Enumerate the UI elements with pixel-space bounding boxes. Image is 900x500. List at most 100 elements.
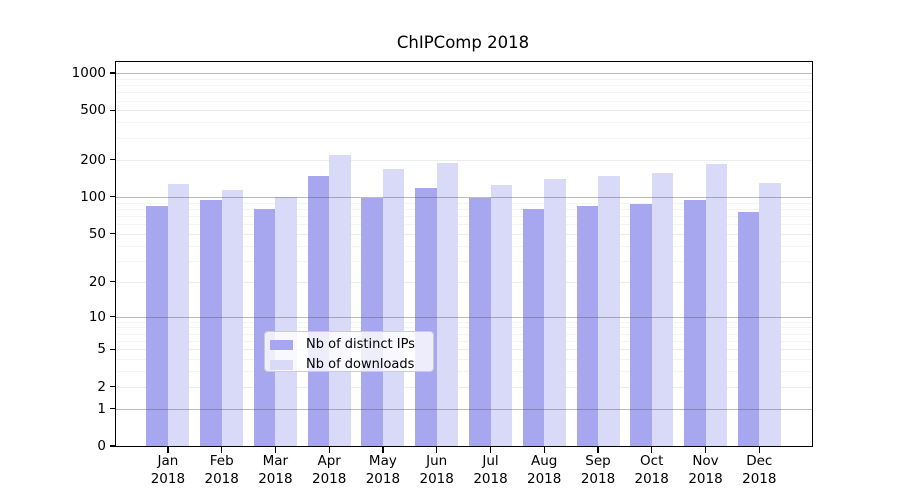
x-axis-tick: [436, 447, 438, 453]
gridline-minor: [116, 215, 812, 217]
gridline-decade: [116, 73, 812, 74]
gridline-minor: [116, 260, 812, 262]
gridline-minor: [116, 321, 812, 323]
legend-swatch-distinct-ips: [270, 339, 293, 350]
gridline: [116, 233, 812, 235]
chart-title: ChIPComp 2018: [396, 33, 530, 52]
gridline-minor: [116, 208, 812, 210]
y-axis-tick: [109, 445, 115, 447]
x-axis-tick-label: May 2018: [365, 453, 401, 487]
gridline-minor: [116, 202, 812, 204]
legend-swatch-downloads: [270, 359, 293, 370]
y-axis-tick-label: 1000: [71, 65, 106, 81]
x-axis-tick-label: Apr 2018: [312, 453, 347, 487]
y-axis-tick: [109, 159, 115, 161]
gridline-minor: [116, 100, 812, 102]
gridline-minor: [116, 245, 812, 247]
gridline-minor: [116, 341, 812, 342]
gridline-decade: [116, 408, 812, 410]
x-axis-tick-label: Dec 2018: [742, 453, 777, 487]
bar-nb-of-distinct-ips-sep: [576, 205, 598, 446]
gridline: [116, 281, 812, 283]
y-axis-tick-label: 2: [97, 378, 106, 395]
x-axis-tick-label: Aug 2018: [527, 453, 562, 487]
y-axis-tick-label: 5: [97, 341, 106, 358]
y-axis-tick: [109, 233, 115, 235]
bar-nb-of-distinct-ips-jul: [469, 197, 491, 446]
bar-nb-of-downloads-jun: [436, 162, 459, 446]
bar-nb-of-downloads-dec: [759, 182, 781, 446]
gridline-minor: [116, 333, 812, 335]
bar-nb-of-distinct-ips-dec: [737, 212, 760, 446]
gridline: [116, 110, 812, 112]
gridline-minor: [116, 122, 812, 124]
gridline: [116, 386, 812, 388]
x-axis-tick-label: Jan 2018: [150, 453, 186, 487]
x-axis-tick: [758, 447, 760, 453]
legend-label-downloads: Nb of downloads: [306, 357, 415, 372]
y-axis-tick: [109, 315, 115, 318]
gridline: [116, 349, 812, 351]
bar-nb-of-downloads-feb: [221, 189, 244, 446]
bar-nb-of-distinct-ips-nov: [684, 200, 706, 446]
y-axis-tick: [109, 407, 115, 410]
x-axis-tick: [597, 447, 599, 453]
x-axis-tick: [274, 447, 277, 453]
y-axis-tick-label: 50: [88, 225, 106, 242]
y-axis-tick: [109, 109, 115, 112]
bar-nb-of-distinct-ips-oct: [630, 204, 652, 446]
bar-nb-of-downloads-oct: [651, 172, 674, 446]
x-axis-tick: [543, 447, 545, 453]
gridline: [116, 159, 812, 161]
gridline-minor: [116, 78, 812, 80]
bar-nb-of-distinct-ips-aug: [522, 208, 545, 446]
y-axis-tick-label: 200: [80, 151, 106, 168]
y-axis-tick-label: 500: [80, 102, 106, 119]
y-axis-tick-label: 1: [97, 400, 106, 417]
bar-nb-of-distinct-ips-apr: [307, 175, 330, 446]
bar-nb-of-downloads-sep: [598, 175, 620, 446]
y-axis-tick: [109, 281, 115, 283]
x-axis-tick: [382, 447, 384, 453]
plot-area: 0 1 2 5 10 20 50 100 200 500 1000 Jan 2018 Feb 2018 M…: [72, 61, 813, 487]
x-axis-tick: [651, 447, 653, 453]
x-axis-tick: [167, 447, 169, 453]
gridline-minor: [116, 137, 812, 139]
legend-entry-distinct-ips: Nb of distinct IPs: [270, 337, 433, 352]
bar-nb-of-downloads-jan: [167, 184, 190, 446]
x-axis-tick: [221, 447, 223, 453]
bar-nb-of-distinct-ips-mar: [253, 208, 276, 446]
y-axis-tick: [109, 386, 115, 388]
x-axis-tick: [704, 447, 707, 453]
y-axis-tick-label: 20: [88, 273, 106, 290]
y-axis-tick: [109, 196, 115, 198]
x-axis-tick-label: Oct 2018: [634, 453, 669, 487]
x-axis-tick-label: Nov 2018: [688, 453, 723, 487]
bar-nb-of-downloads-aug: [544, 178, 566, 446]
y-axis-tick: [109, 72, 115, 74]
gridline-minor: [116, 359, 812, 361]
gridline-minor: [116, 92, 812, 94]
legend-label-distinct-ips: Nb of distinct IPs: [306, 337, 415, 352]
gridline-decade: [116, 316, 812, 318]
y-axis-tick: [109, 348, 115, 350]
bar-nb-of-downloads-jul: [490, 184, 512, 446]
y-axis-tick-label: 100: [80, 188, 106, 205]
gridline-decade: [116, 196, 812, 198]
bar-nb-of-distinct-ips-jan: [146, 206, 168, 446]
gridline-minor: [116, 371, 812, 373]
bar-nb-of-distinct-ips-may: [361, 197, 383, 446]
y-axis-tick-label: 0: [97, 438, 106, 454]
gridline-minor: [116, 327, 812, 329]
bar-nb-of-downloads-mar: [275, 196, 297, 446]
gridline-minor: [116, 85, 812, 87]
x-axis-tick-label: Mar 2018: [258, 453, 293, 487]
x-axis-tick-label: Jul 2018: [473, 453, 508, 487]
x-axis-tick-label: Jun 2018: [419, 453, 454, 487]
bar-nb-of-distinct-ips-feb: [200, 200, 222, 446]
x-axis-tick: [328, 447, 330, 453]
bar-nb-of-distinct-ips-jun: [415, 187, 437, 446]
x-axis-tick-label: Sep 2018: [580, 453, 616, 487]
bar-nb-of-downloads-nov: [705, 163, 727, 446]
